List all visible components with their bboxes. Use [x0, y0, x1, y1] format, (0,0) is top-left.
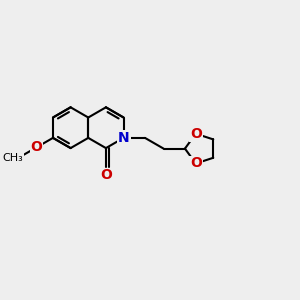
Text: CH₃: CH₃: [3, 153, 24, 163]
Text: O: O: [190, 127, 202, 141]
Text: O: O: [100, 169, 112, 182]
Text: N: N: [118, 131, 129, 145]
Text: O: O: [31, 140, 42, 154]
Text: O: O: [190, 157, 202, 170]
